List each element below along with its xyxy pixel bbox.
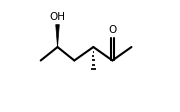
Polygon shape: [56, 25, 59, 47]
Text: OH: OH: [50, 12, 66, 22]
Text: O: O: [108, 25, 116, 35]
